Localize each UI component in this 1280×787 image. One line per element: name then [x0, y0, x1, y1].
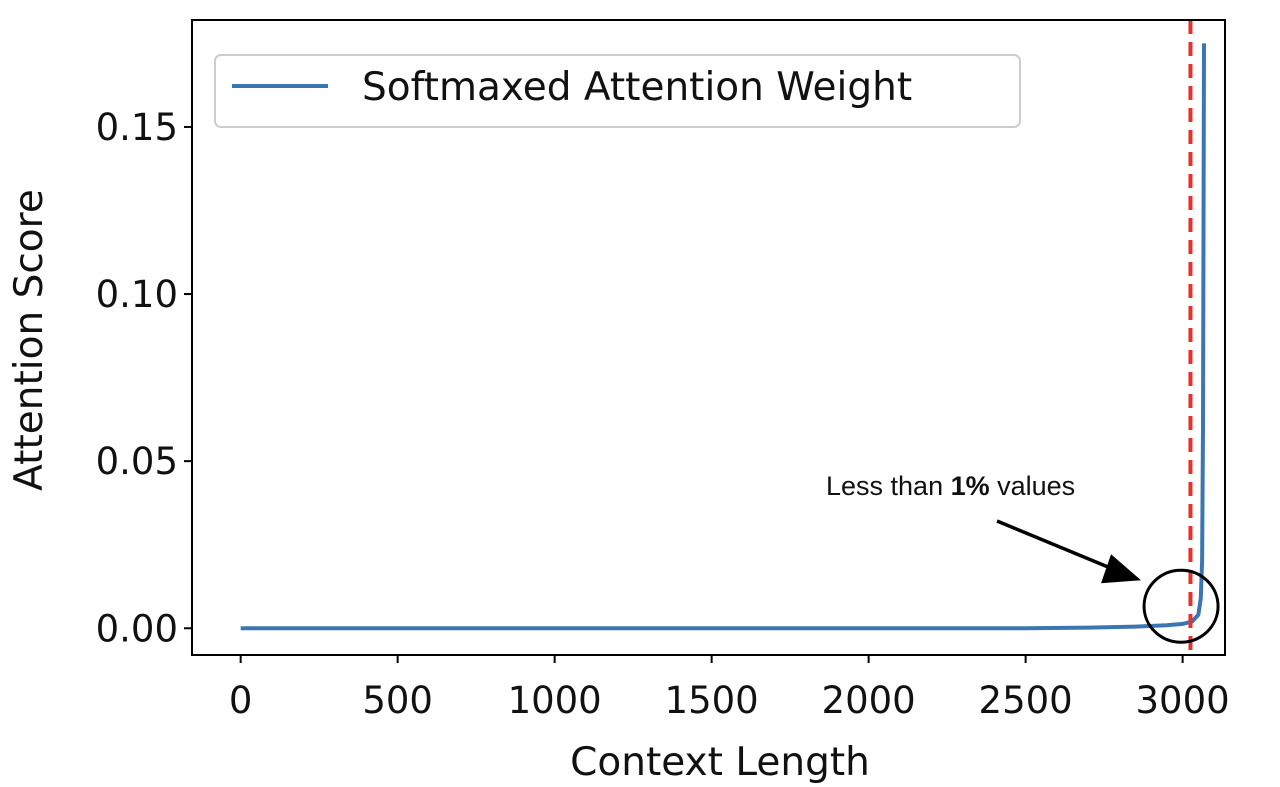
legend-label: Softmaxed Attention Weight — [362, 65, 912, 110]
y-tick-label: 0.15 — [96, 106, 178, 149]
annotation-arrow — [996, 519, 1112, 570]
x-tick-label: 2500 — [979, 679, 1073, 722]
y-axis-label: Attention Score — [7, 189, 52, 491]
series-line — [240, 43, 1206, 631]
x-axis-label: Context Length — [570, 740, 870, 783]
legend: Softmaxed Attention Weight — [214, 54, 1021, 128]
x-tick-label: 0 — [229, 679, 253, 722]
arrow-head-icon — [1101, 554, 1142, 584]
y-tick-label: 0.05 — [96, 440, 178, 483]
x-tick-label: 1500 — [665, 679, 759, 722]
legend-box — [214, 54, 1021, 128]
annotation-text: Less than 1% values — [826, 471, 1075, 501]
x-tick-label: 500 — [362, 679, 433, 722]
x-tick-label: 1000 — [508, 679, 602, 722]
x-tick-label: 3000 — [1136, 679, 1230, 722]
plot-frame — [191, 19, 1226, 656]
annotation-circle — [1142, 568, 1220, 644]
y-tick-label: 0.00 — [96, 607, 178, 650]
x-tick-label: 2000 — [822, 679, 916, 722]
y-tick-label: 0.10 — [96, 273, 178, 316]
